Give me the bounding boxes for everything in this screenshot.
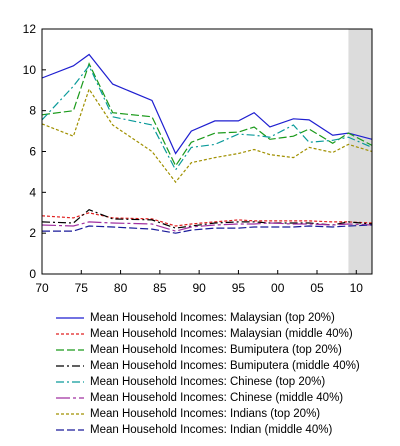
legend-label: Mean Household Incomes: Bumiputera (top …: [90, 344, 342, 356]
series-line-7: [41, 87, 373, 184]
series-line-3: [41, 62, 373, 168]
x-tick-label: 85: [153, 281, 167, 295]
legend-swatch: [56, 349, 84, 351]
y-tick-label: 10: [23, 63, 37, 77]
legend-label: Mean Household Incomes: Chinese (middle …: [90, 392, 344, 404]
legend-label: Mean Household Incomes: Chinese (top 20%…: [90, 376, 326, 388]
series-line-6: [41, 221, 373, 232]
legend-item: Mean Household Incomes: Malaysian (middl…: [56, 326, 396, 342]
legend: Mean Household Incomes: Malaysian (top 2…: [56, 310, 396, 438]
legend-item: Mean Household Incomes: Indian (middle 4…: [56, 422, 396, 438]
y-tick-label: 2: [29, 226, 36, 240]
legend-label: Mean Household Incomes: Indians (top 20%…: [90, 408, 321, 420]
series-lines: [41, 53, 373, 234]
legend-item: Mean Household Incomes: Malaysian (top 2…: [56, 310, 396, 326]
y-tick-label: 6: [29, 145, 36, 159]
y-tick-label: 12: [23, 22, 37, 36]
x-tick-label: 90: [192, 281, 206, 295]
axes: [41, 28, 357, 275]
legend-item: Mean Household Incomes: Chinese (middle …: [56, 390, 396, 406]
legend-label: Mean Household Incomes: Indian (middle 4…: [90, 424, 333, 436]
x-tick-label: 00: [271, 281, 285, 295]
series-line-4: [41, 209, 373, 229]
legend-label: Mean Household Incomes: Malaysian (top 2…: [90, 312, 335, 324]
legend-item: Mean Household Incomes: Bumiputera (top …: [56, 342, 396, 358]
legend-item: Mean Household Incomes: Chinese (top 20%…: [56, 374, 396, 390]
line-chart: 0 2 4 6 8 10 12 70 75 80 85 90 95 00 05 10: [23, 22, 373, 295]
series-line-5: [41, 64, 373, 172]
x-tick-label: 10: [350, 281, 364, 295]
legend-swatch: [56, 413, 84, 415]
series-line-1: [41, 53, 373, 155]
legend-label: Mean Household Incomes: Malaysian (middl…: [90, 328, 353, 340]
x-tick-label: 70: [35, 281, 49, 295]
legend-swatch: [56, 397, 84, 399]
legend-swatch: [56, 429, 84, 431]
series-line-8: [42, 224, 373, 234]
tick-labels: 0 2 4 6 8 10 12 70 75 80 85 90 95 00 05 10: [23, 22, 364, 295]
legend-label: Mean Household Incomes: Bumiputera (midd…: [90, 360, 360, 372]
x-tick-label: 75: [75, 281, 89, 295]
legend-swatch: [56, 365, 84, 367]
legend-swatch: [56, 333, 84, 335]
x-tick-label: 95: [232, 281, 246, 295]
legend-swatch: [56, 317, 84, 319]
recession-shading: [348, 29, 372, 274]
legend-item: Mean Household Incomes: Bumiputera (midd…: [56, 358, 396, 374]
series-line-2: [41, 212, 373, 227]
legend-item: Mean Household Incomes: Indians (top 20%…: [56, 406, 396, 422]
y-tick-label: 0: [29, 267, 36, 281]
x-tick-label: 80: [114, 281, 128, 295]
y-tick-label: 8: [29, 104, 36, 118]
x-tick-label: 05: [310, 281, 324, 295]
y-tick-label: 4: [29, 185, 36, 199]
plot-frame: [41, 28, 373, 275]
legend-swatch: [56, 381, 84, 383]
